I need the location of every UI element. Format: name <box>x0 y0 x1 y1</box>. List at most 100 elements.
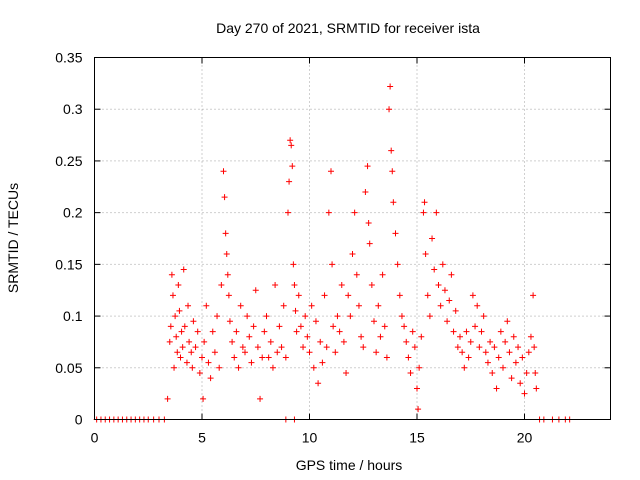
data-point <box>166 338 173 345</box>
data-point <box>386 106 393 113</box>
data-point <box>336 328 343 335</box>
data-point <box>291 282 298 289</box>
data-point <box>533 385 540 392</box>
data-point <box>167 323 174 330</box>
data-point <box>349 251 356 258</box>
y-tick-label: 0.35 <box>55 50 82 66</box>
data-point <box>493 385 500 392</box>
x-tick-label: 10 <box>302 430 318 446</box>
data-point <box>308 302 315 309</box>
data-point <box>329 261 336 268</box>
data-point <box>418 333 425 340</box>
data-point <box>530 292 537 299</box>
data-point <box>188 349 195 356</box>
data-point <box>365 219 372 226</box>
data-point <box>366 240 373 247</box>
data-point <box>401 323 408 330</box>
data-point <box>176 307 183 314</box>
data-point <box>454 344 461 351</box>
data-point <box>415 406 422 413</box>
data-point <box>164 395 171 402</box>
data-point <box>237 302 244 309</box>
data-point <box>457 333 463 340</box>
data-point <box>265 354 272 361</box>
data-point <box>252 287 259 294</box>
data-point <box>362 188 369 195</box>
y-tick-label: 0.05 <box>55 360 82 376</box>
data-point <box>510 333 517 340</box>
data-point <box>482 349 489 356</box>
data-point <box>328 168 334 175</box>
data-point <box>293 328 300 335</box>
data-point <box>358 333 365 340</box>
data-point <box>282 354 289 361</box>
data-point <box>211 349 218 356</box>
y-tick-label: 0.1 <box>63 308 83 324</box>
data-point <box>338 282 345 289</box>
data-point <box>196 369 203 376</box>
data-point <box>286 178 293 185</box>
data-point <box>321 292 328 299</box>
data-point <box>315 380 322 387</box>
data-point <box>437 302 444 309</box>
data-point <box>186 338 193 345</box>
data-points <box>93 83 573 423</box>
data-point <box>300 344 307 351</box>
data-point <box>487 338 494 345</box>
x-tick-label: 20 <box>517 430 533 446</box>
data-point <box>347 313 354 320</box>
data-point <box>276 323 283 330</box>
data-point <box>469 292 476 299</box>
data-point <box>532 369 539 376</box>
data-point <box>248 359 255 366</box>
data-point <box>290 261 297 268</box>
data-point <box>174 349 181 356</box>
x-tick-label: 15 <box>409 430 425 446</box>
data-point <box>274 349 281 356</box>
data-point <box>355 302 362 309</box>
data-point <box>465 354 472 361</box>
data-point <box>242 349 248 356</box>
data-point <box>304 333 311 340</box>
data-point <box>312 318 319 325</box>
data-point <box>340 338 347 345</box>
data-point <box>250 323 257 330</box>
data-point <box>289 163 296 170</box>
data-point <box>398 313 405 320</box>
data-point <box>472 323 479 330</box>
data-point <box>467 338 474 345</box>
data-point <box>317 338 324 345</box>
data-point <box>175 282 182 289</box>
data-point <box>452 307 459 314</box>
data-point <box>500 364 506 371</box>
x-tick-label: 0 <box>91 430 99 446</box>
data-point <box>379 271 386 278</box>
data-point <box>261 328 268 335</box>
data-point <box>280 302 287 309</box>
plot-frame <box>94 57 611 420</box>
data-point <box>225 292 232 299</box>
data-point <box>491 344 498 351</box>
data-point <box>263 313 270 320</box>
data-point <box>267 338 274 345</box>
data-point <box>439 261 446 268</box>
data-point <box>390 199 397 206</box>
data-point <box>368 282 375 289</box>
data-point <box>523 369 530 376</box>
data-point <box>388 147 395 154</box>
y-tick-label: 0 <box>75 412 83 428</box>
data-point <box>185 302 192 309</box>
data-point <box>420 209 427 216</box>
data-point <box>287 137 294 144</box>
data-point <box>373 349 380 356</box>
data-point <box>194 328 201 335</box>
data-point <box>229 338 236 345</box>
data-point <box>173 333 180 340</box>
data-point <box>200 395 207 402</box>
data-point <box>319 359 326 366</box>
data-point <box>480 313 487 320</box>
data-point <box>429 235 436 242</box>
data-point <box>478 328 485 335</box>
data-point <box>179 344 186 351</box>
data-point <box>207 375 214 382</box>
